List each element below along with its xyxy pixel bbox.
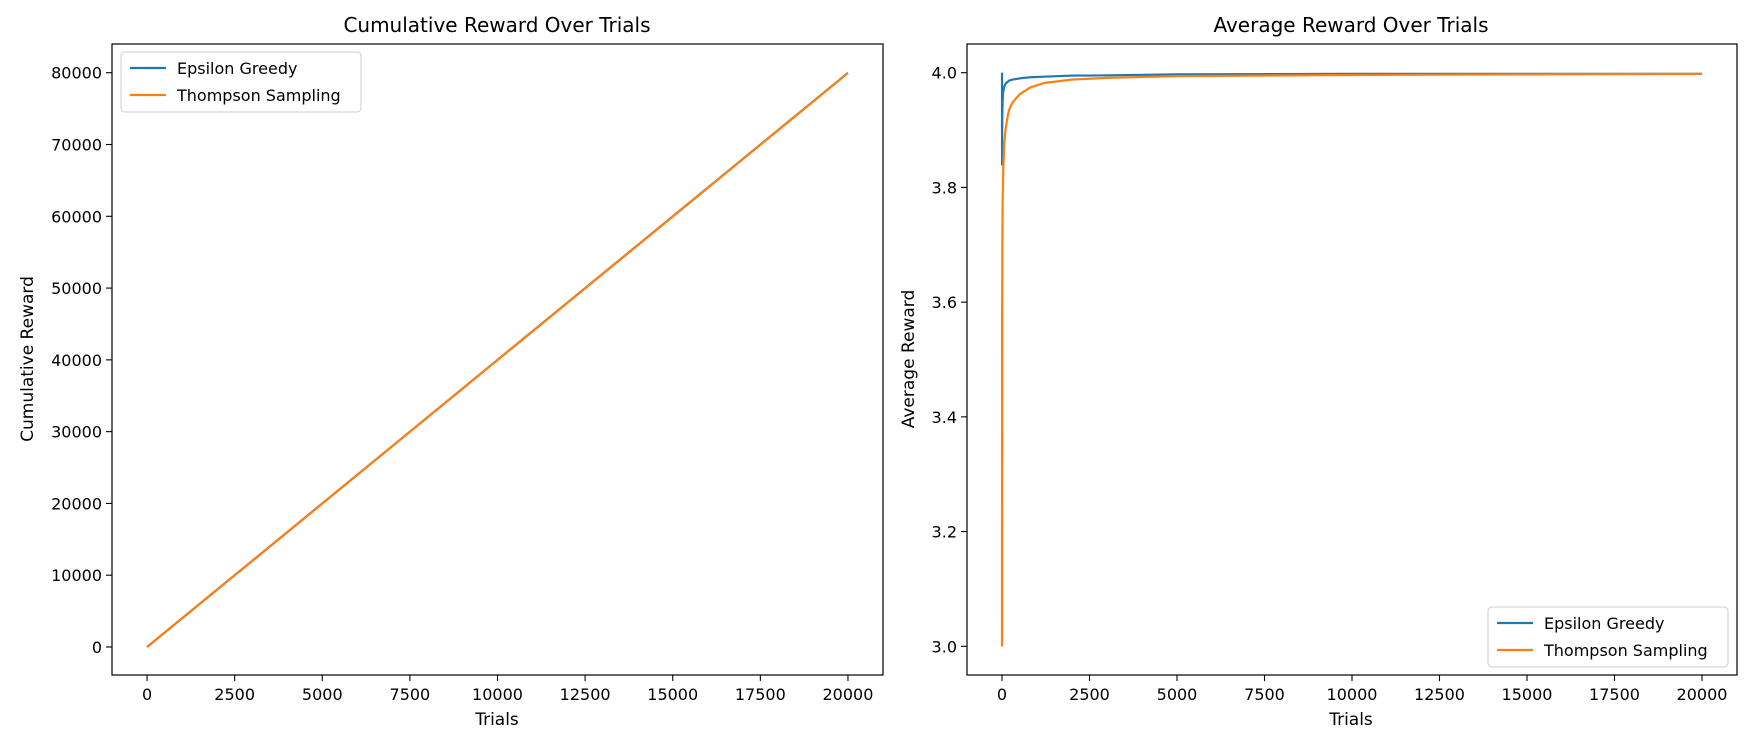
series-lines (146, 72, 849, 648)
legend-box (1487, 606, 1729, 668)
y-tick-label: 70000 (51, 136, 102, 155)
legend: Epsilon Greedy Thompson Sampling (120, 51, 362, 113)
x-tick-label: 10000 (472, 685, 523, 704)
legend-box (120, 51, 362, 113)
chart-title: Average Reward Over Trials (1213, 13, 1488, 37)
y-tick-label: 3.2 (932, 523, 957, 542)
x-tick-label: 7500 (1244, 685, 1285, 704)
x-tick-label: 0 (142, 685, 152, 704)
x-tick-label: 5000 (302, 685, 343, 704)
y-tick-label: 3.6 (932, 293, 957, 312)
x-tick-label: 7500 (390, 685, 431, 704)
chart-title: Cumulative Reward Over Trials (343, 13, 650, 37)
x-tick-label: 12500 (560, 685, 611, 704)
y-tick-label: 60000 (51, 207, 102, 226)
legend-label: Epsilon Greedy (177, 59, 297, 78)
legend-label: Epsilon Greedy (1544, 614, 1664, 633)
plot-frame (966, 43, 1738, 676)
y-tick-label: 3.4 (932, 408, 957, 427)
cumulative-reward-chart: Cumulative Reward Over Trials Trials Cum… (18, 13, 884, 730)
legend: Epsilon Greedy Thompson Sampling (1487, 606, 1729, 668)
x-tick-label: 17500 (735, 685, 786, 704)
x-tick-label: 2500 (214, 685, 255, 704)
y-axis-label: Average Reward (899, 290, 919, 429)
x-tick-label: 20000 (823, 685, 874, 704)
legend-label: Thompson Sampling (176, 86, 341, 105)
series-lines (1000, 72, 1703, 647)
x-tick-label: 12500 (1414, 685, 1465, 704)
y-tick-label: 50000 (51, 279, 102, 298)
x-tick-label: 0 (997, 685, 1007, 704)
y-tick-label: 3.8 (932, 178, 957, 197)
y-tick-label: 30000 (51, 423, 102, 442)
x-tick-label: 20000 (1677, 685, 1728, 704)
series-line-thompson-sampling (1000, 72, 1703, 647)
legend-label: Thompson Sampling (1543, 641, 1708, 660)
average-reward-chart: Average Reward Over Trials Trials Averag… (899, 13, 1738, 730)
series-line-epsilon-greedy (1000, 72, 1702, 166)
y-tick-label: 80000 (51, 64, 102, 83)
x-tick-label: 15000 (1502, 685, 1553, 704)
y-tick-label: 4.0 (932, 64, 957, 83)
x-axis-label: Trials (474, 710, 519, 730)
y-tick-label: 0 (92, 638, 102, 657)
series-line-thompson-sampling (146, 72, 849, 648)
x-tick-label: 15000 (647, 685, 698, 704)
y-tick-label: 10000 (51, 566, 102, 585)
x-tick-label: 5000 (1157, 685, 1198, 704)
y-tick-label: 40000 (51, 351, 102, 370)
y-axis-label: Cumulative Reward (18, 276, 38, 442)
y-tick-label: 3.0 (932, 637, 957, 656)
x-tick-label: 17500 (1589, 685, 1640, 704)
x-tick-label: 10000 (1327, 685, 1378, 704)
x-tick-label: 2500 (1069, 685, 1110, 704)
y-tick-label: 20000 (51, 494, 102, 513)
x-axis-label: Trials (1328, 710, 1373, 730)
